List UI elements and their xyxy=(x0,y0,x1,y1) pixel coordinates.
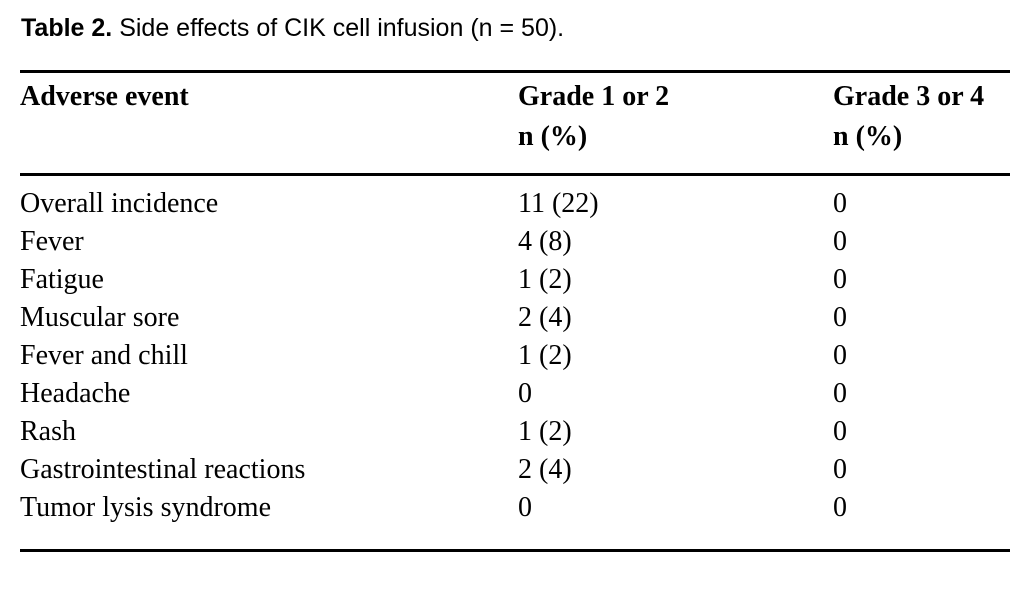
table-row: Fever 4 (8) 0 xyxy=(20,223,1010,261)
cell-grade-1-2: 2 (4) xyxy=(518,302,572,333)
cell-adverse-event: Tumor lysis syndrome xyxy=(20,492,272,523)
cell-grade-1-2: 11 (22) xyxy=(518,188,599,219)
cell-adverse-event: Rash xyxy=(20,416,76,447)
cell-grade-1-2: 4 (8) xyxy=(518,226,572,257)
cell-adverse-event: Muscular sore xyxy=(20,302,180,333)
cell-adverse-event: Fatigue xyxy=(20,264,104,295)
cell-grade-3-4: 0 xyxy=(833,302,847,333)
table-row: Tumor lysis syndrome 0 0 xyxy=(20,489,1010,551)
column-header-adverse-event: Adverse event xyxy=(20,71,518,176)
table-row: Overall incidence 11 (22) 0 xyxy=(20,175,1010,224)
cell-grade-1-2: 1 (2) xyxy=(518,340,572,371)
side-effects-table: Adverse event Grade 1 or 2 n (%) Grade 3… xyxy=(20,70,1010,552)
column-title: Grade 3 or 4 xyxy=(833,81,985,112)
table-row: Fever and chill 1 (2) 0 xyxy=(20,337,1010,375)
table-caption-label: Table 2. xyxy=(21,14,113,42)
cell-adverse-event: Overall incidence xyxy=(20,188,219,219)
cell-grade-3-4: 0 xyxy=(833,492,847,523)
cell-adverse-event: Fever xyxy=(20,226,84,257)
column-subtitle: n (%) xyxy=(518,121,588,152)
cell-grade-1-2: 1 (2) xyxy=(518,264,572,295)
table-row: Rash 1 (2) 0 xyxy=(20,413,1010,451)
cell-grade-3-4: 0 xyxy=(833,264,847,295)
header-row: Adverse event Grade 1 or 2 n (%) Grade 3… xyxy=(20,71,1010,176)
cell-grade-3-4: 0 xyxy=(833,188,847,219)
table-caption: Table 2. Side effects of CIK cell infusi… xyxy=(21,13,1025,43)
cell-adverse-event: Gastrointestinal reactions xyxy=(20,454,306,485)
cell-adverse-event: Headache xyxy=(20,378,131,409)
cell-grade-1-2: 2 (4) xyxy=(518,454,572,485)
cell-grade-3-4: 0 xyxy=(833,454,847,485)
column-subtitle: n (%) xyxy=(833,121,903,152)
cell-grade-3-4: 0 xyxy=(833,226,847,257)
column-header-grade-3-4: Grade 3 or 4 n (%) xyxy=(833,71,1010,176)
table-row: Muscular sore 2 (4) 0 xyxy=(20,299,1010,337)
cell-grade-3-4: 0 xyxy=(833,378,847,409)
column-title: Adverse event xyxy=(20,81,189,112)
cell-grade-1-2: 0 xyxy=(518,492,532,523)
cell-grade-3-4: 0 xyxy=(833,416,847,447)
table-caption-text: Side effects of CIK cell infusion (n = 5… xyxy=(119,14,565,42)
cell-grade-1-2: 0 xyxy=(518,378,532,409)
page: Table 2. Side effects of CIK cell infusi… xyxy=(0,13,1025,589)
cell-grade-3-4: 0 xyxy=(833,340,847,371)
cell-grade-1-2: 1 (2) xyxy=(518,416,572,447)
table-row: Gastrointestinal reactions 2 (4) 0 xyxy=(20,451,1010,489)
column-title: Grade 1 or 2 xyxy=(518,81,670,112)
column-header-grade-1-2: Grade 1 or 2 n (%) xyxy=(518,71,833,176)
table-row: Fatigue 1 (2) 0 xyxy=(20,261,1010,299)
table-row: Headache 0 0 xyxy=(20,375,1010,413)
cell-adverse-event: Fever and chill xyxy=(20,340,188,371)
